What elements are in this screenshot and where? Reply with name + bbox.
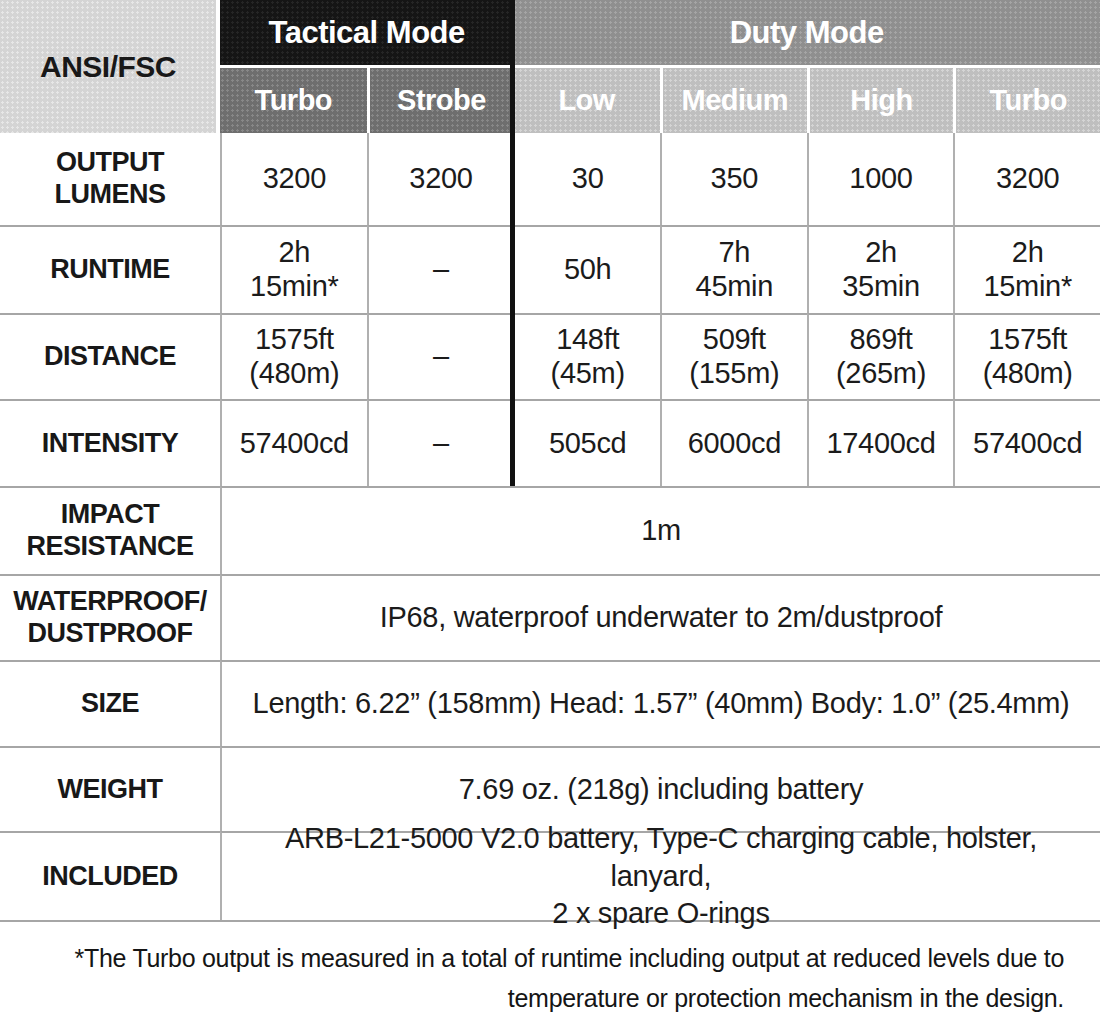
data-cell-distance-medium: 509ft (155m) xyxy=(660,313,807,399)
corner-label: ANSI/FSC xyxy=(0,0,220,133)
row-label-size: SIZE xyxy=(0,660,220,746)
row-label-impact-resistance: IMPACT RESISTANCE xyxy=(0,486,220,574)
data-cell-distance-high: 869ft (265m) xyxy=(807,313,954,399)
spec-table: ANSI/FSC Tactical Mode Duty Mode Turbo S… xyxy=(0,0,1100,922)
data-cell-lumens-duty-turbo: 3200 xyxy=(953,133,1100,225)
column-header-duty-high: High xyxy=(807,68,954,133)
row-label-intensity: INTENSITY xyxy=(0,399,220,486)
data-cell-runtime-low: 50h xyxy=(513,225,660,313)
tactical-duty-divider xyxy=(510,0,515,486)
data-cell-distance-duty-turbo: 1575ft (480m) xyxy=(953,313,1100,399)
data-cell-size: Length: 6.22” (158mm) Head: 1.57” (40mm)… xyxy=(220,660,1100,746)
turbo-footnote: *The Turbo output is measured in a total… xyxy=(0,939,1100,1018)
footnote-line-1: *The Turbo output is measured in a total… xyxy=(0,939,1064,979)
row-label-included: INCLUDED xyxy=(0,831,220,920)
row-label-runtime: RUNTIME xyxy=(0,225,220,313)
column-header-duty-medium: Medium xyxy=(660,68,807,133)
data-cell-lumens-medium: 350 xyxy=(660,133,807,225)
data-cell-weight: 7.69 oz. (218g) including battery xyxy=(220,746,1100,831)
data-cell-impact-resistance: 1m xyxy=(220,486,1100,574)
data-cell-waterproof-dustproof: IP68, waterproof underwater to 2m/dustpr… xyxy=(220,574,1100,660)
data-cell-lumens-low: 30 xyxy=(513,133,660,225)
column-header-duty-low: Low xyxy=(513,68,660,133)
column-header-tactical-turbo: Turbo xyxy=(220,68,367,133)
column-header-tactical-strobe: Strobe xyxy=(367,68,514,133)
data-cell-intensity-tactical-turbo: 57400cd xyxy=(220,399,367,486)
data-cell-intensity-high: 17400cd xyxy=(807,399,954,486)
footnote-line-2: temperature or protection mechanism in t… xyxy=(0,979,1064,1018)
data-cell-runtime-strobe: – xyxy=(367,225,514,313)
data-cell-included: ARB-L21-5000 V2.0 battery, Type-C chargi… xyxy=(220,831,1100,920)
data-cell-distance-tactical-turbo: 1575ft (480m) xyxy=(220,313,367,399)
row-label-distance: DISTANCE xyxy=(0,313,220,399)
data-cell-intensity-medium: 6000cd xyxy=(660,399,807,486)
data-cell-runtime-duty-turbo: 2h 15min* xyxy=(953,225,1100,313)
row-label-weight: WEIGHT xyxy=(0,746,220,831)
data-cell-distance-strobe: – xyxy=(367,313,514,399)
data-cell-lumens-tactical-turbo: 3200 xyxy=(220,133,367,225)
data-cell-intensity-strobe: – xyxy=(367,399,514,486)
row-label-waterproof-dustproof: WATERPROOF/ DUSTPROOF xyxy=(0,574,220,660)
group-header-duty-mode: Duty Mode xyxy=(513,0,1100,68)
data-cell-lumens-strobe: 3200 xyxy=(367,133,514,225)
column-header-duty-turbo: Turbo xyxy=(953,68,1100,133)
data-cell-distance-low: 148ft (45m) xyxy=(513,313,660,399)
data-cell-intensity-low: 505cd xyxy=(513,399,660,486)
page: { "header": { "corner": "ANSI/FSC", "tac… xyxy=(0,0,1100,1018)
group-header-tactical-mode: Tactical Mode xyxy=(220,0,513,68)
data-cell-runtime-medium: 7h 45min xyxy=(660,225,807,313)
data-cell-runtime-high: 2h 35min xyxy=(807,225,954,313)
data-cell-intensity-duty-turbo: 57400cd xyxy=(953,399,1100,486)
data-cell-runtime-tactical-turbo: 2h 15min* xyxy=(220,225,367,313)
data-cell-lumens-high: 1000 xyxy=(807,133,954,225)
row-label-output-lumens: OUTPUT LUMENS xyxy=(0,133,220,225)
